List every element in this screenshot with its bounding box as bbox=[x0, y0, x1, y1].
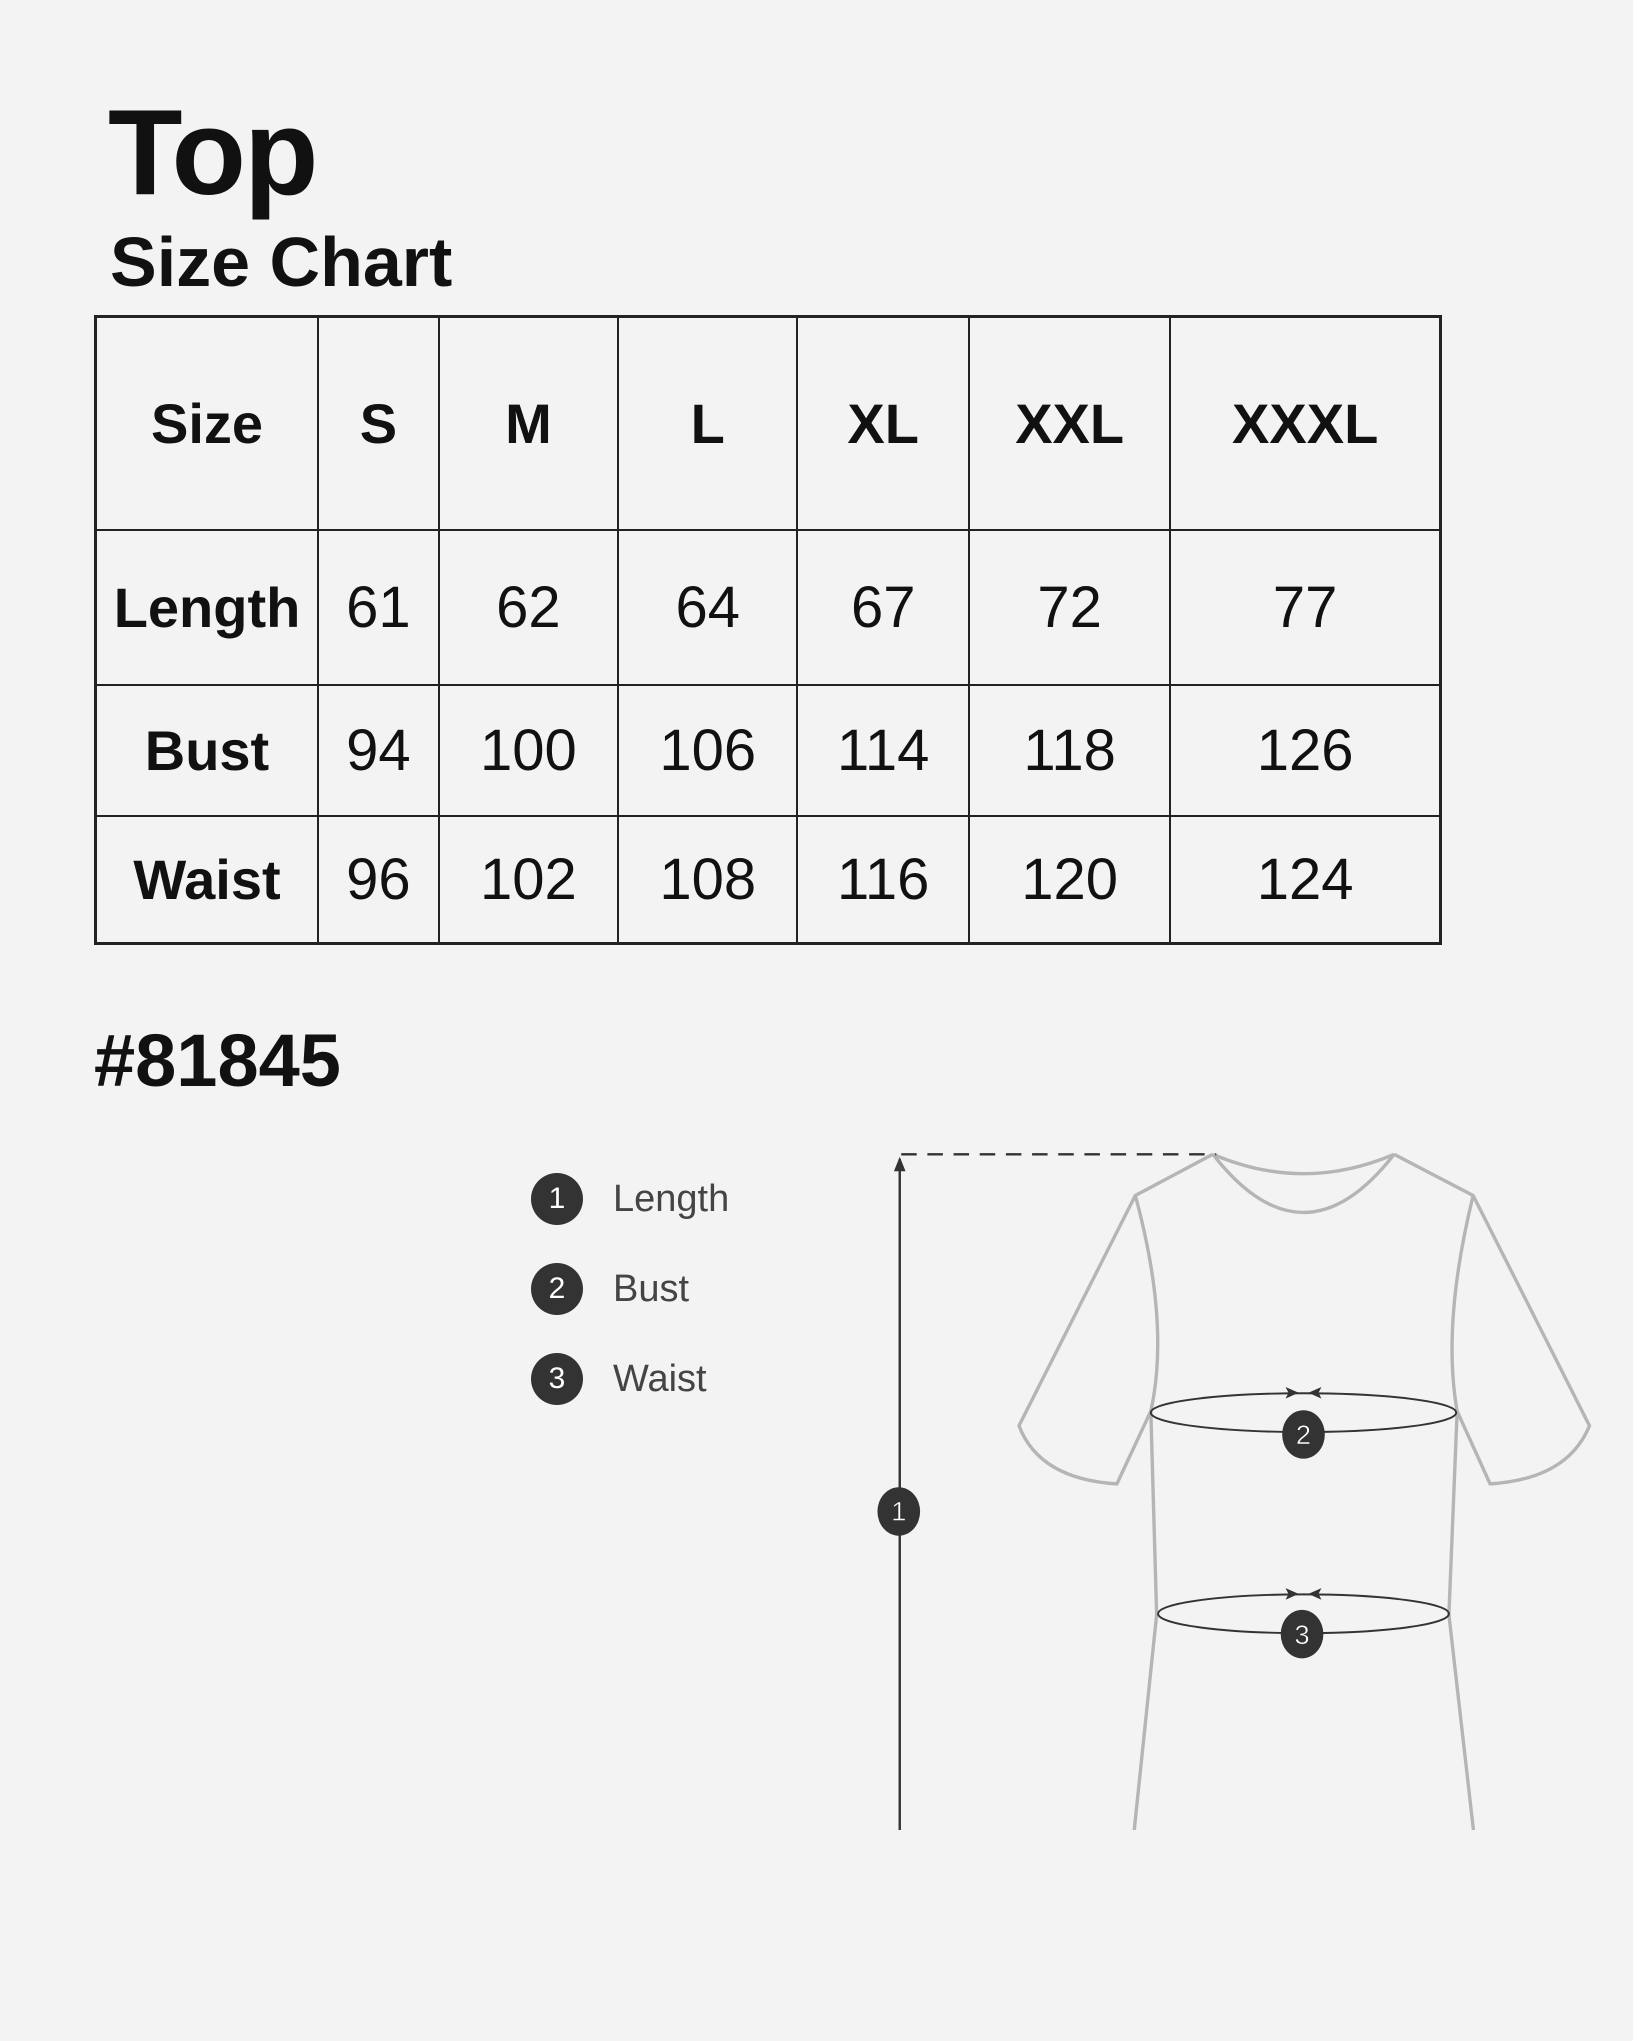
table-cell: 67 bbox=[796, 529, 970, 687]
marker-number: 3 bbox=[1294, 1619, 1309, 1650]
table-cell: 126 bbox=[1169, 684, 1442, 818]
table-cell: 124 bbox=[1169, 815, 1442, 945]
header-cell: M bbox=[437, 315, 620, 532]
style-number: #81845 bbox=[94, 1019, 341, 1102]
header-cell: S bbox=[317, 315, 440, 532]
table-cell: 61 bbox=[317, 529, 440, 687]
arrow-right-icon bbox=[1285, 1386, 1299, 1399]
number-marker-icon: 1 bbox=[531, 1173, 583, 1225]
table-cell: 120 bbox=[967, 815, 1172, 945]
header-cell: XXXL bbox=[1169, 315, 1442, 532]
page-title: Top bbox=[108, 84, 319, 220]
table-header-row: Size S M L XL XXL XXXL bbox=[94, 315, 1442, 532]
legend-label: Bust bbox=[613, 1267, 690, 1310]
number-marker-icon bbox=[1282, 1410, 1325, 1459]
measurement-legend: 1 Length 2 Bust 3 Waist bbox=[531, 1154, 729, 1424]
row-label: Length bbox=[94, 529, 319, 687]
waist-measure: 3 bbox=[1157, 1588, 1450, 1659]
header-cell: Size bbox=[94, 315, 319, 532]
table-cell: 116 bbox=[796, 815, 970, 945]
number-marker-icon bbox=[1280, 1609, 1324, 1659]
number-marker-icon: 3 bbox=[531, 1353, 583, 1405]
legend-item-waist: 3 Waist bbox=[531, 1334, 729, 1424]
legend-item-bust: 2 Bust bbox=[531, 1244, 729, 1334]
arrow-up-icon bbox=[893, 1156, 906, 1172]
number-marker-icon: 2 bbox=[531, 1263, 583, 1315]
table-cell: 94 bbox=[317, 684, 440, 818]
arrow-right-icon bbox=[1285, 1588, 1299, 1600]
legend-label: Length bbox=[613, 1177, 730, 1220]
header-cell: L bbox=[617, 315, 799, 532]
table-row: Length 61 62 64 67 72 77 bbox=[94, 529, 1442, 687]
table-cell: 102 bbox=[437, 815, 620, 945]
page-subtitle: Size Chart bbox=[110, 223, 453, 301]
table-cell: 64 bbox=[617, 529, 799, 687]
header-cell: XL bbox=[796, 315, 970, 532]
table-row: Waist 96 102 108 116 120 124 bbox=[94, 815, 1442, 945]
table-cell: 96 bbox=[317, 815, 440, 945]
table-cell: 114 bbox=[796, 684, 970, 818]
arrow-left-icon bbox=[1308, 1386, 1322, 1399]
header-cell: XXL bbox=[967, 315, 1172, 532]
table-row: Bust 94 100 106 114 118 126 bbox=[94, 684, 1442, 818]
table-cell: 118 bbox=[967, 684, 1172, 818]
table-cell: 100 bbox=[437, 684, 620, 818]
table-cell: 72 bbox=[967, 529, 1172, 687]
table-cell: 62 bbox=[437, 529, 620, 687]
bust-measure: 2 bbox=[1149, 1386, 1458, 1459]
marker-number: 1 bbox=[891, 1496, 906, 1527]
legend-item-length: 1 Length bbox=[531, 1154, 729, 1244]
number-marker-icon bbox=[877, 1487, 921, 1536]
legend-label: Waist bbox=[613, 1357, 707, 1400]
row-label: Waist bbox=[94, 815, 319, 945]
marker-number: 2 bbox=[1296, 1419, 1311, 1450]
tshirt-outline-icon bbox=[1017, 1152, 1592, 1830]
table-cell: 106 bbox=[617, 684, 799, 818]
table-cell: 77 bbox=[1169, 529, 1442, 687]
size-chart-table: Size S M L XL XXL XXXL Length 61 62 64 6… bbox=[94, 315, 1442, 945]
row-label: Bust bbox=[94, 684, 319, 818]
arrow-left-icon bbox=[1308, 1588, 1322, 1600]
table-cell: 108 bbox=[617, 815, 799, 945]
length-measure: 1 bbox=[877, 1153, 1217, 1830]
top-measurement-diagram: 1 2 3 bbox=[877, 1152, 1592, 1830]
